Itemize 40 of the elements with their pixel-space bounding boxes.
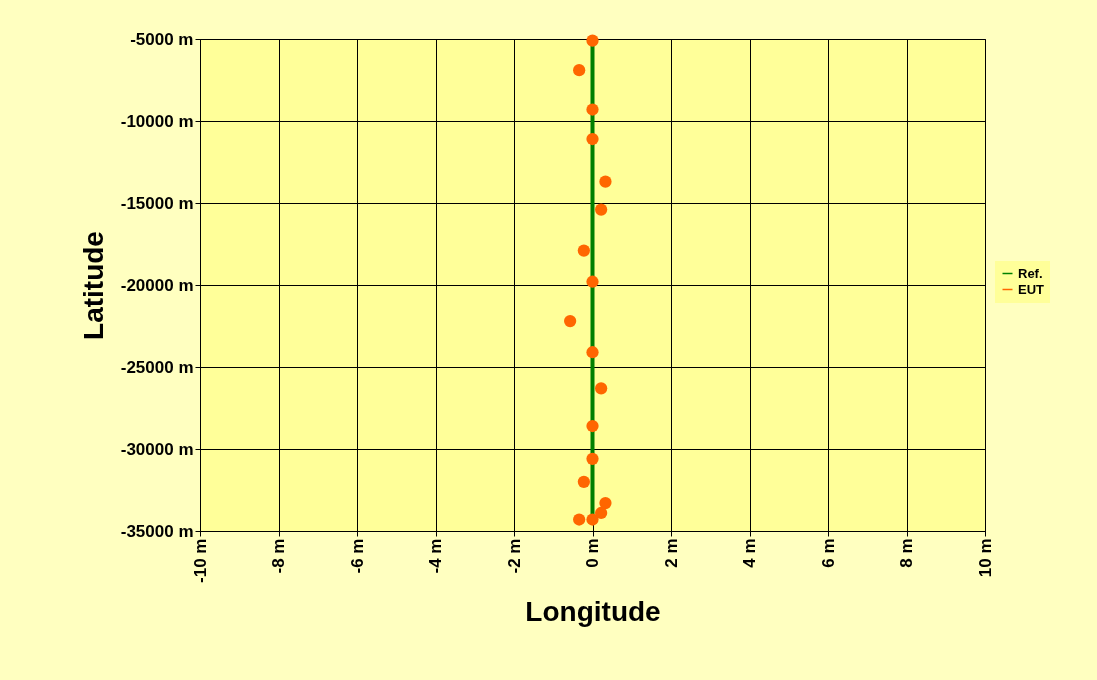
point — [564, 314, 577, 328]
point — [595, 203, 608, 216]
point — [599, 497, 612, 510]
x-tick-label: -8 m — [269, 538, 288, 574]
x-tick-label: -4 m — [426, 538, 445, 574]
point — [586, 132, 599, 146]
point — [573, 513, 586, 526]
point — [586, 513, 599, 526]
y-tick-label: -30000 m — [120, 439, 194, 459]
point — [586, 103, 599, 116]
x-tick-label: -2 m — [504, 538, 524, 574]
y-tick-label: -10000 m — [120, 111, 194, 131]
y-tick-label: -35000 m — [120, 521, 194, 541]
point — [586, 419, 599, 433]
point — [573, 64, 586, 77]
x-tick-label: 0 m — [583, 538, 602, 568]
x-tick-label: 10 m — [975, 538, 995, 578]
legend-label: EUT — [1018, 281, 1045, 297]
y-tick-label: -20000 m — [120, 275, 194, 295]
x-tick-label: 6 m — [818, 538, 838, 568]
x-tick-label: -10 m — [190, 538, 210, 583]
point — [586, 452, 599, 465]
x-axis-title: Longitude — [525, 595, 661, 627]
x-tick-label: 8 m — [897, 538, 916, 568]
x-tick-label: -6 m — [347, 538, 367, 574]
point — [586, 275, 599, 288]
point — [586, 34, 599, 47]
y-tick-label: -25000 m — [120, 357, 194, 377]
point — [586, 346, 599, 359]
point — [599, 175, 612, 188]
x-tick-label: 2 m — [661, 538, 681, 568]
legend-label: Ref. — [1018, 265, 1043, 281]
point — [577, 475, 590, 488]
point — [595, 506, 608, 520]
point — [595, 382, 608, 395]
y-tick-label: -15000 m — [120, 193, 194, 213]
y-tick-label: -5000 m — [130, 29, 194, 49]
point — [577, 244, 590, 257]
y-axis-title: Latitude — [77, 231, 109, 340]
x-tick-label: 4 m — [740, 538, 759, 568]
